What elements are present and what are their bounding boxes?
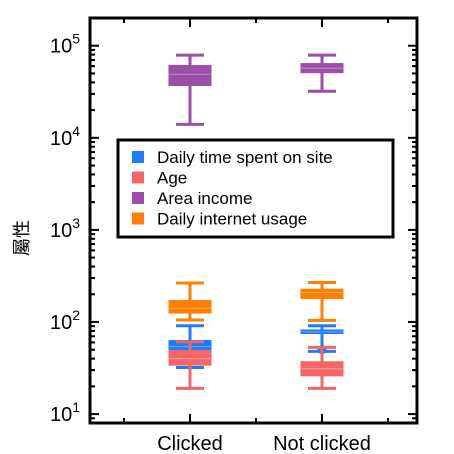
box-iqr <box>300 329 344 334</box>
y-tick-label: 103 <box>50 215 80 242</box>
legend-label: Daily time spent on site <box>157 148 333 167</box>
box-iqr <box>168 350 212 366</box>
legend-item: Daily time spent on site <box>132 148 333 167</box>
y-tick-label: 102 <box>50 307 80 334</box>
legend-label: Area income <box>157 189 252 208</box>
y-axis-label: 屬性 <box>12 220 32 256</box>
legend-swatch <box>132 171 144 184</box>
box-iqr <box>300 361 344 377</box>
plot-frame <box>88 16 419 425</box>
legend-item: Age <box>132 169 187 188</box>
box-2-0 <box>168 53 212 126</box>
y-tick-label: 104 <box>50 123 80 150</box>
box-1-1 <box>300 345 344 390</box>
box-iqr <box>168 300 212 314</box>
box-3-0 <box>168 281 212 322</box>
legend-label: Age <box>157 169 187 188</box>
box-2-1 <box>300 53 344 93</box>
box-3-1 <box>300 281 344 322</box>
x-tick-label: Clicked <box>157 433 223 454</box>
x-tick-label: Not clicked <box>273 433 371 454</box>
legend-box <box>116 138 395 239</box>
legend-swatch <box>132 151 144 163</box>
legend-swatch <box>132 192 144 204</box>
legend-item: Daily internet usage <box>132 210 307 229</box>
ticks-layer: 101 102 103 104 105 Clicked Not clicked <box>50 17 417 454</box>
y-tick-label: 101 <box>50 399 80 426</box>
y-tick-label: 105 <box>50 31 80 58</box>
box-iqr <box>168 64 212 86</box>
box-iqr <box>300 288 344 299</box>
box-1-0 <box>168 340 212 390</box>
boxes-layer <box>168 53 344 390</box>
legend-item: Area income <box>132 189 252 208</box>
legend-label: Daily internet usage <box>157 210 307 229</box>
box-iqr <box>300 63 344 74</box>
legend-swatch <box>132 212 144 225</box>
